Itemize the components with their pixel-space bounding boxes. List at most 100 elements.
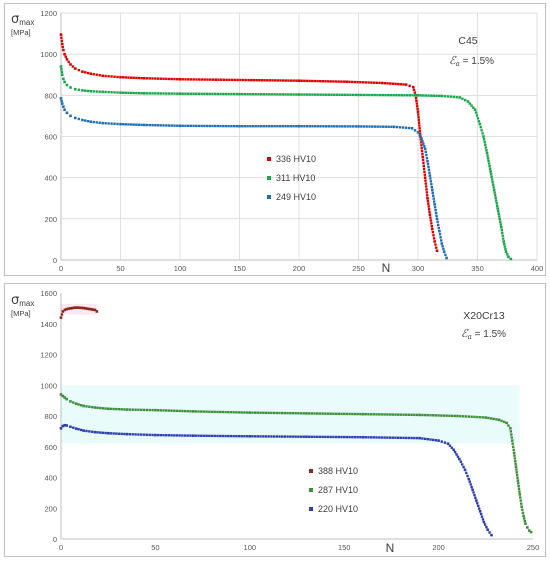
top-series-2-point xyxy=(232,124,236,128)
top-series-2-point xyxy=(151,123,154,127)
top-series-2-point xyxy=(278,125,282,128)
bottom-series-1-point xyxy=(181,409,184,413)
top-series-2-point xyxy=(262,125,266,128)
top-series-2-point xyxy=(429,177,432,180)
top-series-1-point xyxy=(509,257,513,261)
top-series-1-point xyxy=(208,92,211,96)
bottom-series-2-point xyxy=(351,435,354,439)
top-series-0-point xyxy=(63,52,66,56)
bottom-series-2-point xyxy=(472,491,475,494)
bottom-series-2-point xyxy=(197,434,200,437)
bottom-series-1-point xyxy=(489,417,493,420)
bottom-series-1-point xyxy=(99,406,102,410)
bottom-series-0-point xyxy=(89,307,93,311)
bottom-series-2-point xyxy=(170,434,173,437)
top-series-0-point xyxy=(143,76,146,80)
top-series-0-point xyxy=(203,78,206,81)
bottom-series-2-point xyxy=(90,430,94,433)
bottom-series-1-point xyxy=(316,412,319,415)
top-series-0-point xyxy=(61,45,64,49)
top-series-1-point xyxy=(381,93,385,97)
top-series-2-point xyxy=(440,239,443,242)
top-series-2-point xyxy=(154,124,157,127)
top-series-2-point xyxy=(83,119,87,122)
bottom-x-tick-label: 250 xyxy=(527,543,540,552)
bottom-series-1-point xyxy=(340,412,343,416)
top-series-2-point xyxy=(426,162,430,166)
top-series-1-point xyxy=(479,126,482,129)
bottom-y-axis-unit: [MPa] xyxy=(11,309,31,318)
top-series-2-point xyxy=(434,208,437,212)
bottom-y-tick-label: 1600 xyxy=(40,289,57,298)
bottom-series-2-point xyxy=(482,520,486,524)
bottom-series-1-point xyxy=(343,412,346,416)
top-series-2-point xyxy=(63,108,66,112)
bottom-series-1-point xyxy=(104,407,107,410)
top-series-2-point xyxy=(426,159,429,163)
bottom-series-2-point xyxy=(461,463,464,466)
bottom-series-1-point xyxy=(224,410,227,414)
bottom-series-1-point xyxy=(415,413,419,417)
top-series-0-point xyxy=(200,78,204,81)
top-series-2-point xyxy=(343,125,347,128)
bottom-series-2-point xyxy=(286,435,289,438)
top-series-1-point xyxy=(411,94,414,97)
top-series-2-point xyxy=(425,153,428,157)
bottom-series-0-point xyxy=(88,307,91,311)
bottom-series-1-point xyxy=(522,517,526,520)
top-series-1-point xyxy=(292,93,295,96)
top-series-1-point xyxy=(405,94,409,97)
bottom-series-1-point xyxy=(291,412,295,415)
top-series-2-point xyxy=(60,99,63,103)
top-series-1-point xyxy=(151,92,154,95)
bottom-series-2-point xyxy=(148,433,151,437)
top-series-2-point xyxy=(295,125,298,128)
top-series-2-point xyxy=(332,125,336,128)
bottom-series-2-point xyxy=(183,434,187,437)
bottom-series-2-point xyxy=(340,435,343,439)
top-series-0-point xyxy=(417,121,421,124)
top-series-1-point xyxy=(192,92,195,95)
bottom-series-1-point xyxy=(117,408,121,411)
bottom-series-1-point xyxy=(518,493,522,496)
chart-x20cr13: 0 50 100 150 200 250 0 200 400 600 800 1000 1200 1400… xyxy=(11,289,540,555)
top-series-1-point xyxy=(314,93,317,96)
top-series-0-point xyxy=(402,83,405,86)
bottom-series-0-point xyxy=(65,307,68,311)
bottom-series-1-point xyxy=(120,408,123,411)
top-series-2-point xyxy=(439,236,442,239)
bottom-series-2-point xyxy=(137,433,140,436)
top-series-1-point xyxy=(449,95,452,98)
top-series-0-point xyxy=(121,76,125,79)
top-series-2-point xyxy=(60,102,64,105)
bottom-series-1-point xyxy=(484,416,488,419)
bottom-series-2-point xyxy=(112,432,115,435)
top-series-0-point xyxy=(156,77,160,80)
top-series-0-point xyxy=(372,81,376,84)
top-series-1-point xyxy=(335,93,339,96)
top-series-0-point xyxy=(430,222,433,225)
bottom-series-2-point xyxy=(490,533,493,537)
bottom-series-2-point xyxy=(471,488,474,492)
bottom-series-1-point xyxy=(513,454,516,457)
top-series-0-point xyxy=(370,81,373,84)
bottom-series-1-point xyxy=(299,412,303,415)
top-series-1-point xyxy=(422,94,425,97)
top-series-0-point xyxy=(423,170,426,173)
top-series-2-point xyxy=(81,118,84,122)
bottom-series-2-point xyxy=(154,433,157,437)
top-series-2-point xyxy=(354,125,357,128)
bottom-series-1-point xyxy=(481,416,485,419)
top-series-1-point xyxy=(443,94,446,98)
bottom-series-1-point xyxy=(407,413,411,416)
top-series-1-point xyxy=(281,93,284,96)
bottom-series-2-point xyxy=(480,515,484,518)
bottom-series-2-point xyxy=(221,434,225,438)
bottom-series-2-point xyxy=(307,435,311,438)
bottom-series-1-point xyxy=(313,412,316,415)
bottom-series-2-point xyxy=(237,434,241,438)
bottom-series-1-point xyxy=(237,411,241,414)
bottom-series-2-point xyxy=(109,432,113,435)
bottom-series-2-point xyxy=(305,435,308,439)
top-series-2-point xyxy=(335,125,339,128)
